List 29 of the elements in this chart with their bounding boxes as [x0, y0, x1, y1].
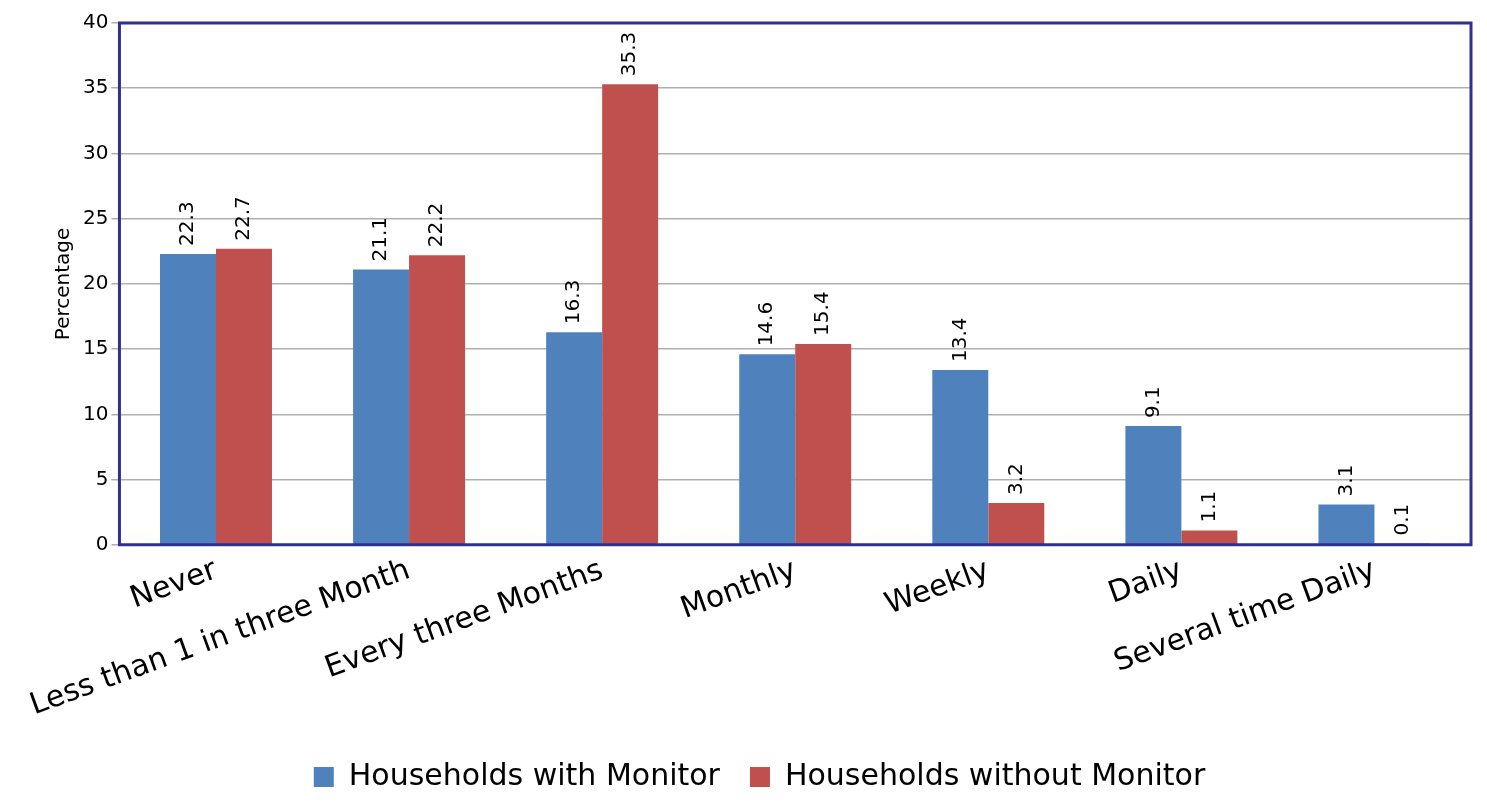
y-tick-label: 25: [83, 204, 109, 229]
y-tick-label: 15: [83, 335, 109, 360]
y-tick-label: 40: [83, 9, 109, 34]
x-tick-label: Never: [125, 550, 222, 615]
data-label: 3.2: [1002, 463, 1027, 496]
x-tick-label: Daily: [1103, 550, 1187, 610]
y-tick-label: 10: [83, 400, 109, 425]
data-label: 22.3: [174, 201, 199, 246]
y-tick-label: 30: [83, 139, 109, 164]
y-tick-label: 35: [83, 74, 109, 99]
legend-label: Households without Monitor: [784, 756, 1206, 792]
y-tick-label: 20: [83, 270, 109, 295]
y-axis-title: Percentage: [50, 227, 75, 341]
x-tick-label: Weekly: [879, 550, 994, 621]
y-tick-label: 0: [95, 531, 109, 556]
data-label: 14.6: [753, 301, 778, 347]
data-label: 15.4: [809, 291, 834, 336]
y-tick-label: 5: [95, 465, 109, 490]
data-label: 0.1: [1388, 503, 1413, 536]
data-label: 35.3: [616, 31, 641, 77]
data-label: 9.1: [1139, 386, 1164, 419]
data-label: 16.3: [560, 279, 585, 325]
data-label: 1.1: [1195, 490, 1220, 523]
data-label: 13.4: [946, 317, 971, 363]
data-label: 21.1: [367, 217, 392, 262]
data-label: 22.2: [423, 202, 448, 248]
data-label: 22.7: [230, 196, 255, 241]
data-label: 3.1: [1332, 464, 1357, 497]
legend-label: Households with Monitor: [348, 756, 721, 792]
